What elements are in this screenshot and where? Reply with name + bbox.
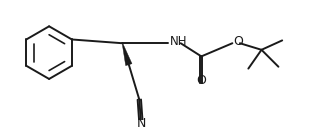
Text: NH: NH bbox=[169, 35, 187, 48]
Text: N: N bbox=[137, 117, 146, 128]
Text: O: O bbox=[233, 35, 243, 48]
Text: O: O bbox=[196, 74, 206, 87]
Polygon shape bbox=[122, 43, 132, 66]
